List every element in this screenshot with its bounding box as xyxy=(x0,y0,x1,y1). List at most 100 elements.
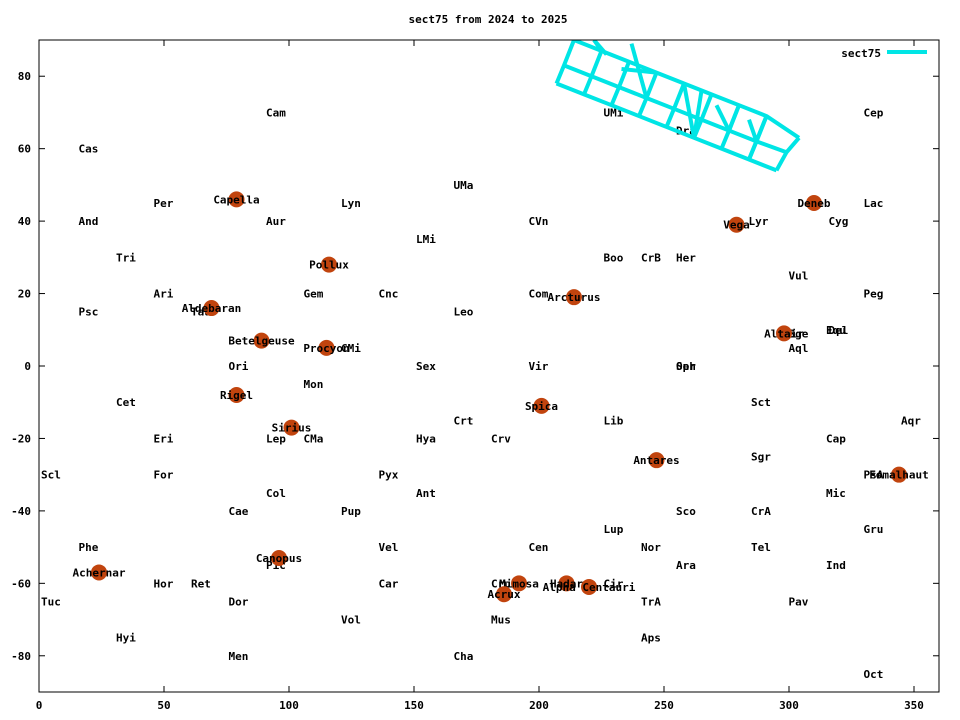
star-label: Mimosa xyxy=(499,577,539,590)
constellation-label: Cnc xyxy=(379,288,399,301)
constellation-label: Peg xyxy=(864,288,884,301)
constellation-label: Tri xyxy=(116,251,136,264)
star-marker xyxy=(228,386,245,403)
y-tick-label: 0 xyxy=(24,360,31,373)
constellation-label: Com xyxy=(529,288,549,301)
star-label: Hadar xyxy=(550,577,583,590)
constellation-label: Mic xyxy=(826,487,846,500)
constellation-label: Col xyxy=(266,487,286,500)
constellation-label: Sco xyxy=(676,505,696,518)
y-tick-label: 60 xyxy=(18,143,31,156)
axis-ticks: 0 50 100 150 200 250 300 350 -80 -60 -40 -20 0 20 40 60… xyxy=(11,40,939,712)
constellation-label: CrA xyxy=(751,505,771,518)
sect75-column-line xyxy=(664,82,686,128)
constellation-label: Oph xyxy=(676,360,696,373)
constellation-label: Ind xyxy=(826,559,846,572)
constellation-label: PsA xyxy=(864,469,884,482)
constellation-label: CVn xyxy=(529,215,549,228)
sect75-cross-line xyxy=(714,104,731,132)
constellation-label: Aql xyxy=(789,342,809,355)
x-tick-label: 100 xyxy=(279,699,299,712)
constellation-label: Gem xyxy=(304,288,324,301)
constellation-label: Cae xyxy=(229,505,249,518)
constellation-label: Lup xyxy=(604,523,624,536)
x-tick-label: 350 xyxy=(904,699,924,712)
constellation-label: Vol xyxy=(341,614,361,627)
star-marker xyxy=(728,216,745,233)
star-marker xyxy=(496,586,512,603)
constellation-label: Per xyxy=(154,197,174,210)
constellation-label: Ant xyxy=(416,487,436,500)
sect75-cross-line xyxy=(747,115,769,161)
star-marker xyxy=(511,575,527,592)
star-marker xyxy=(776,325,792,342)
star-marker xyxy=(533,397,550,414)
constellation-label: Aqr xyxy=(901,414,921,427)
constellation-label: Eri xyxy=(154,432,174,445)
sect75-cross-line xyxy=(747,119,759,143)
star-marker xyxy=(318,339,335,356)
constellation-label: Dor xyxy=(229,595,249,608)
sect75-column-line xyxy=(554,40,576,85)
constellation-label: Lyr xyxy=(749,215,769,228)
constellation-label: Crv xyxy=(491,432,511,445)
star-label: Canopus xyxy=(256,552,302,565)
constellation-label: Del xyxy=(829,324,849,337)
star-marker xyxy=(566,289,582,306)
constellation-label: Cet xyxy=(116,396,136,409)
star-label: Achernar xyxy=(73,566,126,579)
sect75-cross-line xyxy=(621,66,657,75)
constellation-label: Cep xyxy=(864,106,884,119)
constellation-label: Aur xyxy=(266,215,286,228)
constellation-label: Gru xyxy=(864,523,884,536)
star-label: Rigel xyxy=(220,389,253,402)
constellation-label: Cam xyxy=(266,106,286,119)
constellation-label: Cyg xyxy=(829,215,849,228)
star-marker xyxy=(806,195,822,211)
constellation-label: Pav xyxy=(789,595,809,608)
constellation-label: Oct xyxy=(864,668,884,681)
star-label: Acrux xyxy=(487,588,520,601)
constellation-label: TrA xyxy=(641,595,661,608)
constellation-label: Cen xyxy=(529,541,549,554)
star-label: Deneb xyxy=(797,197,830,210)
constellation-label: Sex xyxy=(416,360,436,373)
constellation-label: Lyn xyxy=(341,197,361,210)
sect75-column-line xyxy=(774,136,801,172)
constellation-label: Men xyxy=(229,650,249,663)
constellation-label: Cas xyxy=(79,143,99,156)
x-tick-label: 0 xyxy=(36,699,43,712)
constellation-label: Psc xyxy=(79,306,99,319)
y-tick-label: -20 xyxy=(11,432,31,445)
constellation-label: Sge xyxy=(789,327,809,340)
sect75-cross-line xyxy=(692,90,704,139)
y-tick-label: 80 xyxy=(18,70,31,83)
y-tick-label: -40 xyxy=(11,505,31,518)
y-tick-label: -80 xyxy=(11,650,31,663)
constellation-label: LMi xyxy=(416,233,436,246)
star-label: Antares xyxy=(633,454,679,467)
constellation-label: Equ xyxy=(826,324,846,337)
constellation-label: Lep xyxy=(266,432,286,445)
star-marker xyxy=(558,575,575,592)
constellation-label: Ori xyxy=(229,360,249,373)
constellation-label: Crt xyxy=(454,414,474,427)
constellation-label: Hya xyxy=(416,432,436,445)
constellation-label: CMa xyxy=(304,432,324,445)
star-label: Spica xyxy=(525,400,558,413)
constellation-label: Vir xyxy=(529,360,549,373)
constellation-label: Car xyxy=(379,577,399,590)
star-markers: Capella Deneb Vega Pollux Arcturus Aldebaran A… xyxy=(73,191,929,603)
star-marker xyxy=(581,578,597,595)
y-tick-label: 40 xyxy=(18,215,31,228)
constellation-label: Cha xyxy=(454,650,474,663)
star-label: Fomalhaut xyxy=(869,469,929,482)
constellation-label: Vel xyxy=(379,541,399,554)
star-marker xyxy=(253,332,270,349)
constellation-label: Cap xyxy=(826,432,846,445)
star-marker xyxy=(271,549,287,566)
constellation-label: And xyxy=(79,215,99,228)
y-tick-label: -60 xyxy=(11,577,31,590)
